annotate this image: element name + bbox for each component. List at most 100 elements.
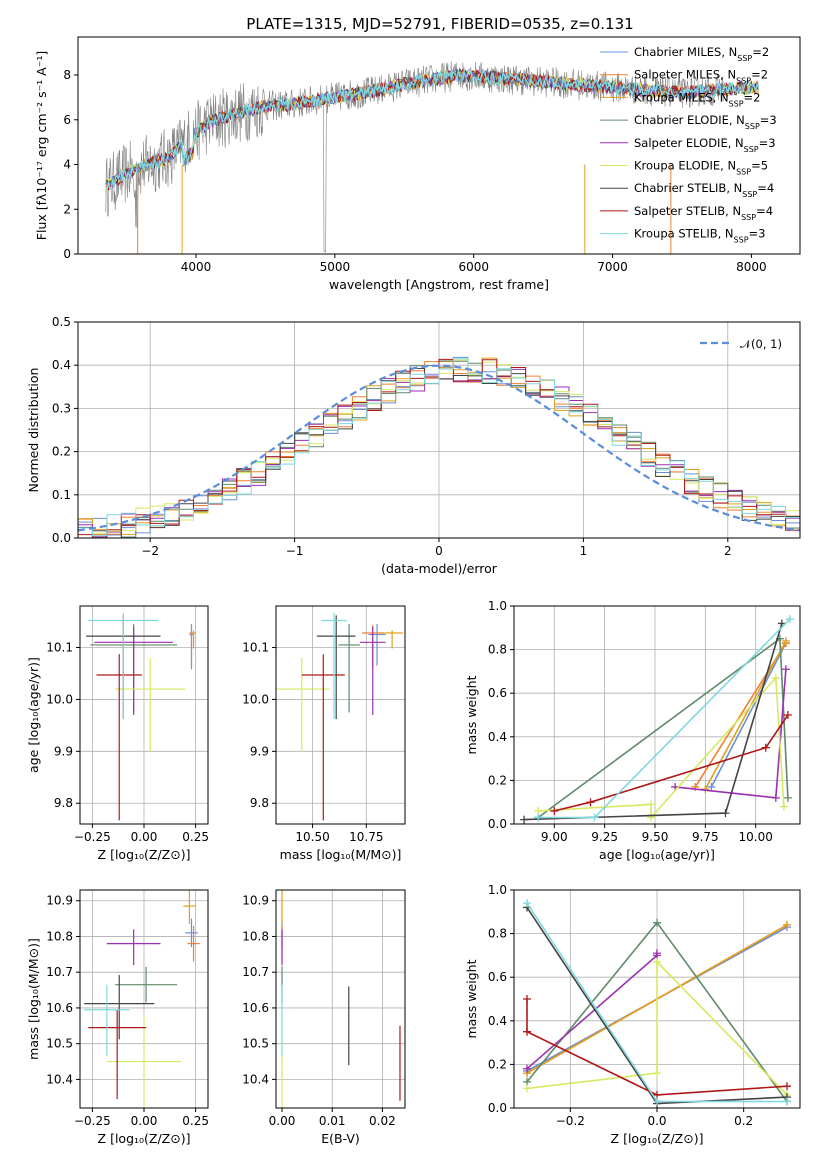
y-tick-label: 10.9 xyxy=(46,894,73,908)
spectrum-legend: Chabrier MILES, NSSP=2 Salpeter MILES, NS… xyxy=(600,45,777,244)
y-tick-label: 0.5 xyxy=(52,315,71,329)
y-tick-label: 0.3 xyxy=(52,401,71,415)
errorbar-point-4 xyxy=(106,929,161,966)
y-tick-label: 0.6 xyxy=(488,686,507,700)
age-vs-mass-panel: 10.50 10.75 9.8 9.9 10.0 10.1 mass [log₁₀(M/M⊙… xyxy=(242,605,406,862)
mass-weight-vs-age-panel: 9.00 9.25 9.50 9.75 10.00 0.0 0.2 0.4 0.6 0.8 1.0 a… xyxy=(464,599,801,862)
axes-frame xyxy=(513,605,801,825)
mass-weight-lines xyxy=(520,615,794,824)
x-axis-label: Z [log₁₀(Z/Z⊙)] xyxy=(611,1131,704,1146)
y-tick-label: 0.4 xyxy=(488,730,507,744)
y-tick-label: 0.6 xyxy=(488,970,507,984)
y-tick-label: 6 xyxy=(63,113,71,127)
figure-title: PLATE=1315, MJD=52791, FIBERID=0535, z=0… xyxy=(246,15,633,33)
errorbar-point-5 xyxy=(115,657,186,752)
legend-entry: Chabrier STELIB, NSSP=4 xyxy=(634,181,774,199)
legend-entry: Salpeter STELIB, NSSP=4 xyxy=(634,204,773,222)
x-tick-label: 9.25 xyxy=(591,830,618,844)
mass-weight-series-5 xyxy=(526,959,788,1096)
legend-entry: Kroupa ELODIE, NSSP=5 xyxy=(634,159,768,177)
legend-entry: Salpeter ELODIE, NSSP=3 xyxy=(634,136,776,154)
mass-weight-marker xyxy=(779,802,788,811)
histogram-series-8 xyxy=(78,358,800,538)
y-tick-label: 10.6 xyxy=(242,1001,269,1015)
mass-weight-vs-Z-panel: −0.2 0.0 0.2 0.0 0.2 0.4 0.6 0.8 1.0 Z [log₁₀(Z/Z… xyxy=(464,883,801,1146)
legend-entry: Kroupa STELIB, NSSP=3 xyxy=(634,227,765,245)
mass-weight-marker xyxy=(550,806,559,815)
x-tick-label: 0.01 xyxy=(319,1114,346,1128)
mass-weight-marker xyxy=(781,636,790,645)
mass-weight-series-7 xyxy=(554,714,789,812)
mass-vs-Z-panel: −0.25 0.00 0.25 10.4 10.5 10.6 10.7 10.8 10.9 Z [… xyxy=(26,889,209,1146)
errorbar-point-6 xyxy=(316,615,356,720)
y-tick-label: 0.4 xyxy=(488,1014,507,1028)
y-tick-label: 10.5 xyxy=(46,1037,73,1051)
mass-weight-series-8 xyxy=(538,618,791,819)
spectrum-lines xyxy=(105,61,759,254)
x-tick-label: 6000 xyxy=(458,260,489,274)
x-tick-label: −2 xyxy=(141,544,159,558)
y-axis-label: Flux [fλ10⁻¹⁷ erg cm⁻² s⁻¹ A⁻¹] xyxy=(34,51,49,240)
y-tick-label: 0.2 xyxy=(488,773,507,787)
x-tick-label: 0.00 xyxy=(131,830,158,844)
errorbars xyxy=(84,890,200,1108)
mass-weight-lines xyxy=(523,899,791,1108)
x-axis-label: E(B-V) xyxy=(321,1131,360,1146)
errorbar-point-0 xyxy=(368,624,386,666)
x-tick-label: 0.2 xyxy=(734,1114,753,1128)
x-tick-label: 0.25 xyxy=(182,830,209,844)
mass-weight-marker xyxy=(761,743,770,752)
mass-weight-marker xyxy=(523,1027,531,1036)
y-tick-label: 0.4 xyxy=(52,358,71,372)
x-tick-label: 7000 xyxy=(597,260,628,274)
x-axis-label: mass [log₁₀(M/M⊙)] xyxy=(280,847,402,862)
mass-weight-series-4 xyxy=(675,669,787,799)
errorbar-point-7 xyxy=(301,654,345,821)
errorbar-point-2 xyxy=(381,630,403,649)
mass-weight-series-7 xyxy=(526,999,788,1096)
y-tick-label: 10.9 xyxy=(242,894,269,908)
y-axis-label: mass weight xyxy=(464,959,479,1038)
x-tick-label: 2 xyxy=(724,544,732,558)
errorbar-point-1 xyxy=(187,925,200,962)
y-axis-label: mass weight xyxy=(464,675,479,754)
errorbars xyxy=(281,890,401,1108)
mass-weight-marker xyxy=(783,1097,791,1106)
mass-weight-marker xyxy=(653,957,661,966)
y-tick-label: 10.4 xyxy=(242,1072,269,1086)
y-tick-label: 10.7 xyxy=(242,965,269,979)
legend-entry: Kroupa MILES, NSSP=2 xyxy=(634,90,760,108)
mass-weight-marker xyxy=(781,665,790,674)
errorbars xyxy=(276,612,403,821)
mass-weight-marker xyxy=(783,711,792,719)
errorbar-point-3 xyxy=(338,624,360,713)
mass-weight-marker xyxy=(653,918,661,927)
axes-frame xyxy=(275,605,406,825)
x-tick-label: −0.25 xyxy=(74,830,111,844)
x-tick-label: 0.0 xyxy=(647,1114,666,1128)
residual-histogram-panel: −2 −1 0 1 2 0.0 0.1 0.2 0.3 0.4 0.5 (data-model)/er… xyxy=(26,315,801,576)
mass-vs-ebv-panel: 0.00 0.01 0.02 10.4 10.5 10.6 10.7 10.8 10.9 E(B-… xyxy=(242,889,406,1146)
x-tick-label: 10.75 xyxy=(349,830,383,844)
mass-weight-series-6 xyxy=(524,623,783,821)
y-tick-label: 10.0 xyxy=(242,692,269,706)
errorbar-point-4 xyxy=(359,626,386,715)
x-tick-label: 0.25 xyxy=(182,1114,209,1128)
y-tick-label: 10.6 xyxy=(46,1001,73,1015)
mass-weight-marker xyxy=(721,809,730,818)
errorbar-point-8 xyxy=(321,612,347,720)
y-tick-label: 10.0 xyxy=(46,692,73,706)
x-tick-label: 0.00 xyxy=(269,1114,296,1128)
histogram-steps xyxy=(78,356,800,538)
y-axis-label: Normed distribution xyxy=(26,368,41,493)
x-tick-label: 1 xyxy=(580,544,588,558)
errorbar-point-2 xyxy=(183,890,196,924)
mass-weight-marker xyxy=(523,995,531,1003)
x-tick-label: −0.25 xyxy=(74,1114,111,1128)
y-tick-label: 1.0 xyxy=(488,883,507,897)
x-axis-label: wavelength [Angstrom, rest frame] xyxy=(329,277,549,292)
y-tick-label: 0.0 xyxy=(52,531,71,545)
y-tick-label: 10.8 xyxy=(242,929,269,943)
mass-weight-marker xyxy=(653,1069,661,1078)
x-tick-label: 9.75 xyxy=(692,830,719,844)
